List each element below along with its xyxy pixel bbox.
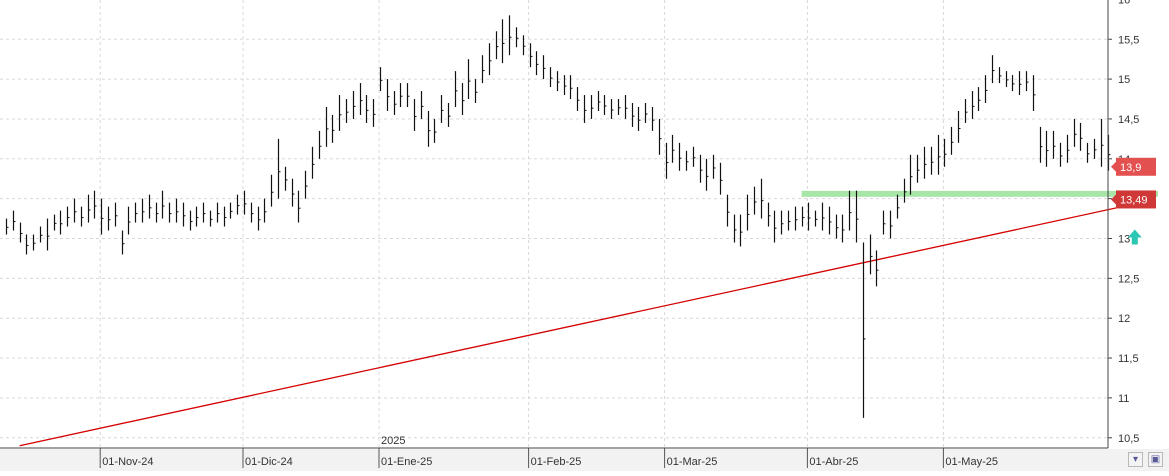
price-tag-label: 13,9 xyxy=(1120,162,1141,174)
price-tag-pointer xyxy=(1111,161,1116,172)
y-tick-label: 12,5 xyxy=(1118,273,1139,285)
x-tick-label: 01-Mar-25 xyxy=(667,456,718,468)
price-bars xyxy=(5,15,1111,418)
x-tick-label: 01-Ene-25 xyxy=(381,456,432,468)
y-tick-label: 15,5 xyxy=(1118,34,1139,46)
x-tick-label: 01-Dic-24 xyxy=(245,456,293,468)
y-tick-label: 13 xyxy=(1118,234,1130,246)
price-tag-label: 13,49 xyxy=(1120,194,1148,206)
y-tick-label: 15 xyxy=(1118,74,1130,86)
price-tag-pointer xyxy=(1111,194,1116,205)
x-tick-label: 01-Abr-25 xyxy=(809,456,858,468)
year-label: 2025 xyxy=(381,435,405,447)
y-tick-label: 10,5 xyxy=(1118,433,1139,445)
y-tick-label: 14,5 xyxy=(1118,114,1139,126)
y-tick-label: 11,5 xyxy=(1118,353,1139,365)
grid xyxy=(0,0,1108,448)
price-tag xyxy=(1116,157,1156,176)
chevron-down-icon[interactable]: ▾ xyxy=(1128,452,1143,467)
y-tick-label: 11 xyxy=(1118,393,1129,405)
x-tick-label: 01-Feb-25 xyxy=(531,456,582,468)
moving-average-line xyxy=(19,198,1156,447)
price-tags: 13,9 13,49 xyxy=(1111,157,1156,209)
x-tick-label: 01-Nov-24 xyxy=(102,456,153,468)
signal-arrow xyxy=(1127,229,1142,245)
y-tick-label: 12 xyxy=(1118,313,1130,325)
arrow-up-icon xyxy=(1127,229,1142,245)
y-tick-label: 16 xyxy=(1118,0,1130,6)
price-tag xyxy=(1116,190,1156,209)
x-tick-label: 01-May-25 xyxy=(945,456,998,468)
save-icon[interactable]: ▣ xyxy=(1148,452,1163,467)
x-axis-band xyxy=(0,449,1169,471)
moving-average xyxy=(19,198,1156,447)
